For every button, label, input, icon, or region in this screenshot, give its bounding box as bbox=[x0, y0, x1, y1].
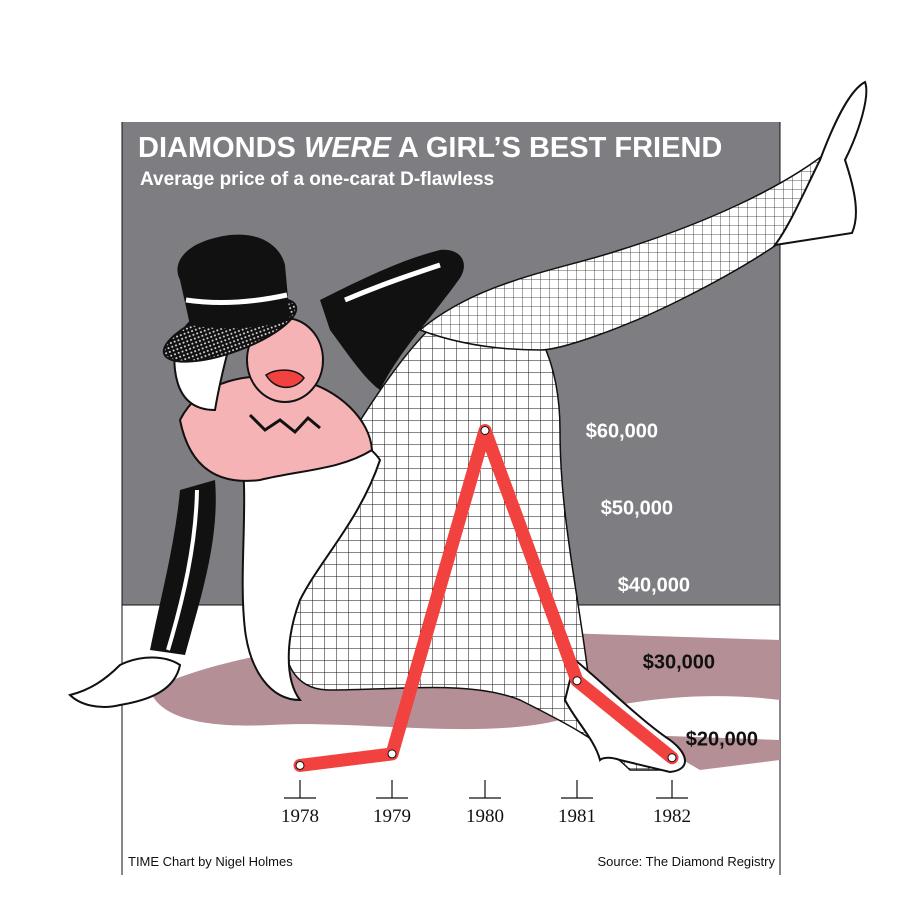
data-point-1982 bbox=[667, 753, 677, 763]
x-tick-label: 1980 bbox=[466, 806, 504, 827]
support-arm-stripe bbox=[166, 489, 199, 651]
support-arm-glove bbox=[150, 480, 216, 655]
title-emph: WERE bbox=[304, 132, 393, 164]
chart-title: DIAMONDS WERE A GIRL’S BEST FRIEND bbox=[138, 132, 722, 164]
x-tick-label: 1981 bbox=[558, 806, 596, 827]
torso-skin bbox=[178, 375, 374, 482]
data-point-1980 bbox=[480, 426, 490, 435]
raised-arm-glove bbox=[320, 249, 464, 390]
y-tick-label: $30,000 bbox=[643, 652, 715, 674]
y-tick-label: $50,000 bbox=[601, 498, 673, 520]
raised-shoe bbox=[772, 80, 868, 247]
x-tick-label: 1982 bbox=[653, 806, 691, 827]
y-axis: $20,000 $30,000 $40,000 $50,000 $60,000 bbox=[586, 421, 758, 751]
lips bbox=[265, 369, 305, 389]
x-tick-label: 1978 bbox=[281, 806, 319, 827]
title-part2: A GIRL’S BEST FRIEND bbox=[391, 132, 722, 164]
data-point-1978 bbox=[295, 760, 305, 770]
y-tick-label: $20,000 bbox=[686, 729, 758, 751]
data-point-1981 bbox=[572, 676, 582, 686]
source-text: Source: The Diamond Registry bbox=[597, 854, 775, 869]
title-part1: DIAMONDS bbox=[138, 132, 304, 164]
y-tick-label: $60,000 bbox=[586, 421, 658, 443]
data-point-1979 bbox=[387, 749, 397, 759]
x-axis: 1978 1979 1980 1981 1982 bbox=[281, 780, 691, 827]
x-tick-label: 1979 bbox=[373, 806, 411, 827]
chart-subtitle: Average price of a one-carat D-flawless bbox=[140, 169, 494, 190]
y-tick-label: $40,000 bbox=[618, 575, 690, 597]
hand bbox=[68, 656, 182, 708]
top-hat-icon bbox=[162, 234, 298, 363]
necklace bbox=[248, 413, 321, 435]
credit-text: TIME Chart by Nigel Holmes bbox=[128, 854, 293, 869]
raised-arm-stripe bbox=[344, 262, 441, 303]
price-series bbox=[293, 424, 679, 772]
